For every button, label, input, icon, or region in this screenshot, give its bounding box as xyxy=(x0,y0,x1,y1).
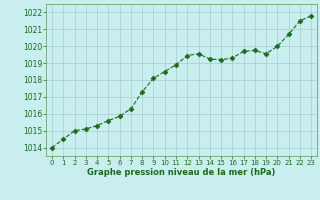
X-axis label: Graphe pression niveau de la mer (hPa): Graphe pression niveau de la mer (hPa) xyxy=(87,168,276,177)
